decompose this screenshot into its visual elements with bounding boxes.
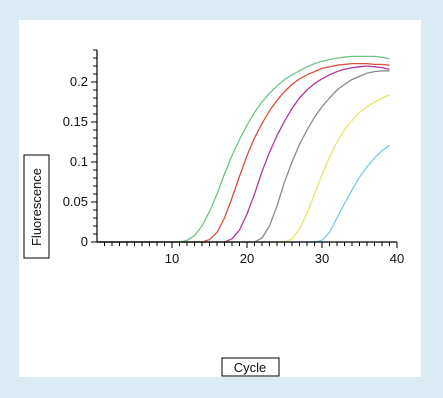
- x-axis-label: Cycle: [234, 360, 267, 375]
- series-line-1: [97, 55, 390, 243]
- y-tick-label: 0.05: [63, 194, 88, 209]
- y-tick-label: 0.1: [70, 154, 88, 169]
- series-line-3: [97, 65, 390, 243]
- y-axis-label: Fluorescence: [29, 168, 44, 246]
- y-tick-label: 0.15: [63, 114, 88, 129]
- series-line-2: [97, 62, 390, 243]
- plot-marks: [97, 55, 390, 243]
- x-tick-label: 10: [165, 251, 179, 266]
- series-line-6: [97, 144, 390, 243]
- y-tick-label: 0: [81, 234, 88, 249]
- x-tick-label: 40: [390, 251, 404, 266]
- series-line-4: [97, 70, 390, 243]
- x-tick-label: 20: [240, 251, 254, 266]
- y-tick-label: 0.2: [70, 74, 88, 89]
- chart-panel: [19, 20, 421, 377]
- y-axis-label-box: [23, 154, 50, 259]
- axis-labels: Fluorescence Cycle: [23, 154, 280, 377]
- axes: 0 0.05 0.1 0.15 0.2 10 20 30 40: [63, 49, 404, 266]
- x-axis-label-box: [221, 357, 280, 377]
- x-tick-label: 30: [315, 251, 329, 266]
- series-line-5: [97, 94, 390, 243]
